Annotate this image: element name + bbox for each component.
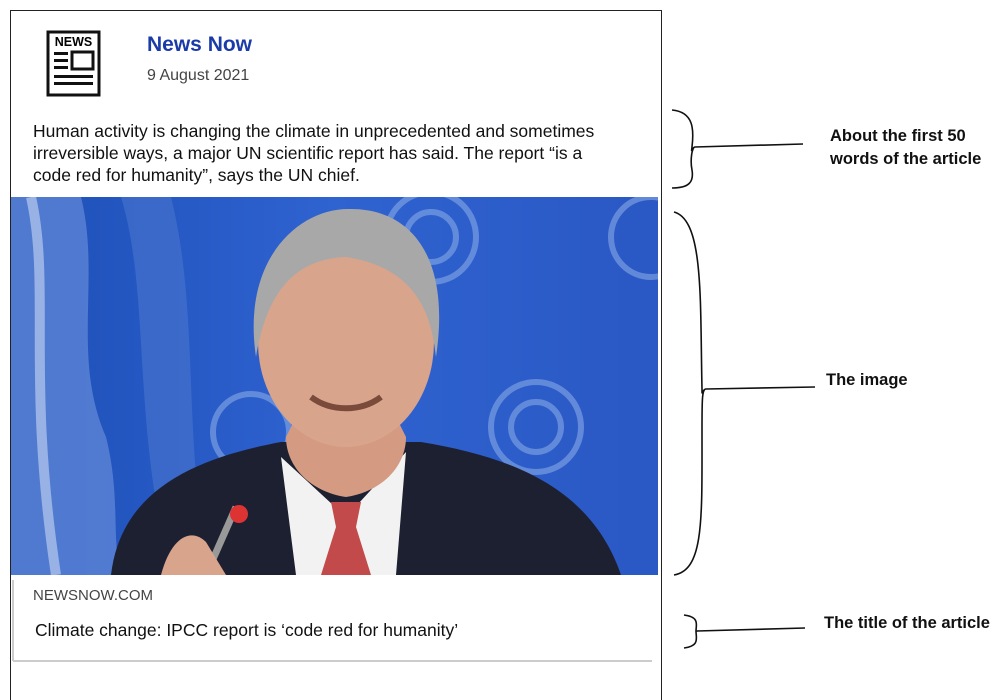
article-image[interactable]	[11, 197, 658, 575]
excerpt-line: code red for humanity”, says the UN chie…	[33, 165, 360, 185]
post-card	[10, 10, 662, 700]
post-date: 9 August 2021	[147, 67, 250, 84]
annotation-text: The image	[826, 371, 908, 389]
source-name[interactable]: News Now	[147, 33, 253, 56]
annotation-braces	[671, 109, 816, 649]
annotation-text: The title of the article	[824, 614, 990, 632]
link-domain: NEWSNOW.COM	[33, 587, 153, 604]
annotation-text: About the first 50	[830, 127, 966, 145]
excerpt-line: irreversible ways, a major UN scientific…	[33, 143, 583, 163]
news-icon: NEWS	[46, 30, 101, 97]
link-frame	[12, 580, 652, 662]
annotation-text: words of the article	[830, 150, 982, 168]
link-title[interactable]: Climate change: IPCC report is ‘code red…	[35, 620, 459, 640]
icon-text: NEWS	[55, 35, 93, 49]
excerpt-line: Human activity is changing the climate i…	[33, 121, 595, 141]
